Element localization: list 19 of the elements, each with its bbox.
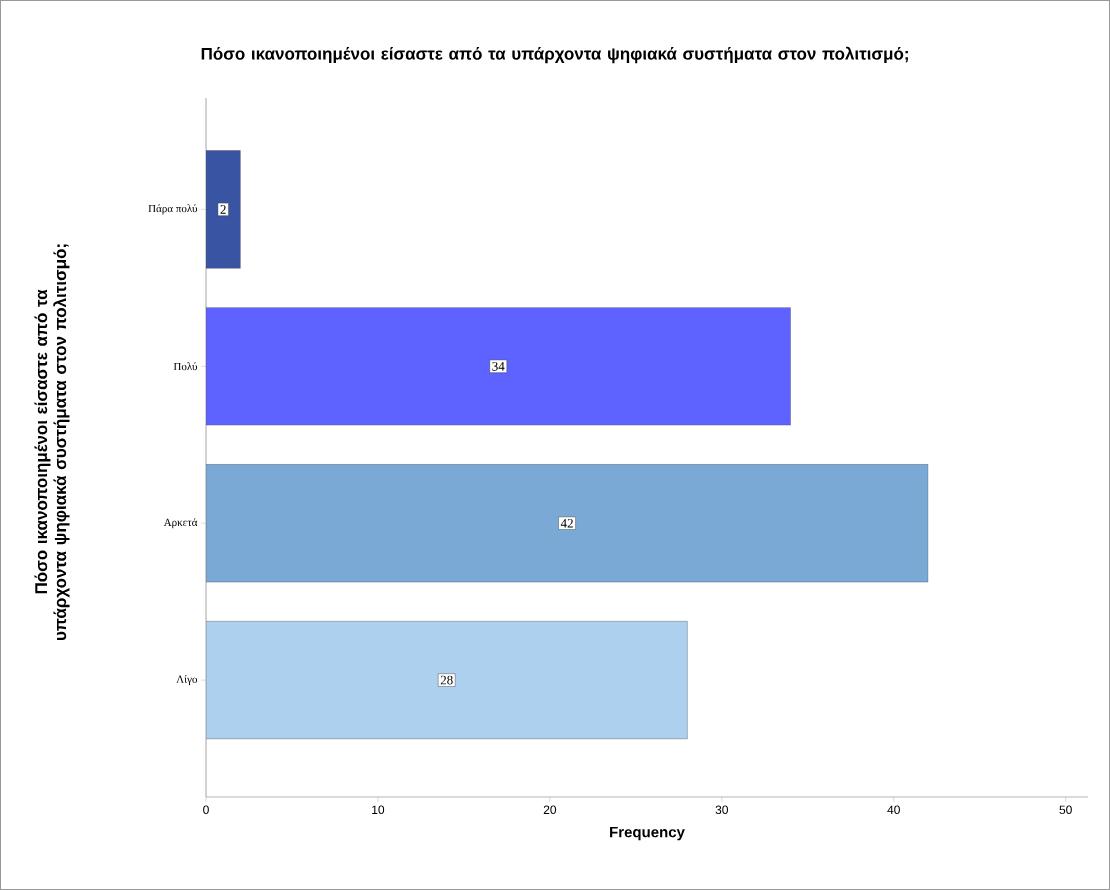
data-label: 42 xyxy=(560,518,573,528)
bar xyxy=(206,307,791,426)
x-tick-label: 10 xyxy=(372,805,385,815)
data-label: 2 xyxy=(220,205,226,214)
y-tick-label: Λίγο xyxy=(176,675,198,686)
y-axis-title: Πόσο ικανοποιημένοι είσαστε από τα υπάρχοντα ψηφιακά συστήματα στον πολιτισμό; xyxy=(34,244,70,641)
x-tick-label: 20 xyxy=(543,805,557,815)
x-axis-title: Frequency xyxy=(610,826,685,841)
y-tick-label: Αρκετά xyxy=(163,518,198,529)
bar xyxy=(206,150,241,269)
x-tick-label: 50 xyxy=(1059,805,1072,815)
x-tick-label: 30 xyxy=(715,805,728,815)
y-tick-label: Πολύ xyxy=(173,362,198,371)
data-label: 34 xyxy=(492,361,505,371)
x-tick-label: 0 xyxy=(203,805,209,815)
y-tick-label: Πάρα πολύ xyxy=(148,204,198,215)
chart-title: Πόσο ικανοποιημένοι είσαστε από τα υπάρχοντα ψηφιακά συστήματα στον πολιτισμό; xyxy=(201,46,908,64)
data-label: 28 xyxy=(440,675,453,685)
x-tick-label: 40 xyxy=(887,805,900,815)
